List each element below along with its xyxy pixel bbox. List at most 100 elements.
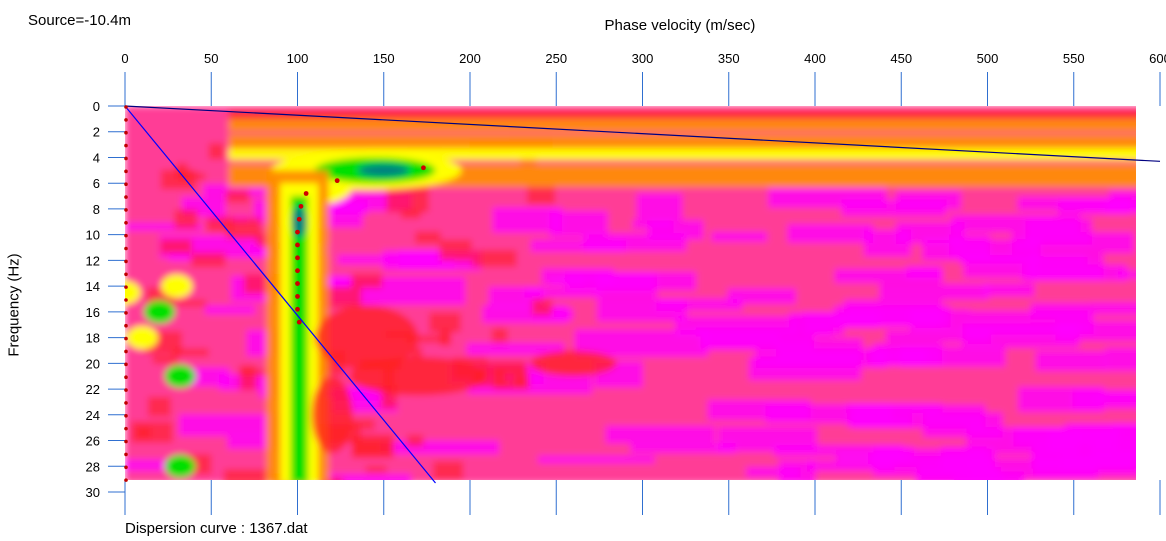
dispersion-point [295, 294, 300, 299]
left-edge-point [124, 401, 128, 405]
heatmap-cell [1145, 245, 1166, 262]
dispersion-point [295, 268, 300, 274]
heatmap-cell [415, 231, 441, 244]
heatmap-cell [178, 413, 286, 437]
heatmap-cell [239, 365, 257, 391]
dispersion-point [296, 319, 302, 325]
heatmap-cell [1145, 310, 1166, 334]
heatmap-cell [711, 231, 768, 242]
heatmap-spot [164, 454, 196, 478]
heatmap-cell [126, 222, 202, 231]
heatmap-cell [895, 221, 965, 245]
heatmap-cell [482, 305, 569, 324]
heatmap-spot [126, 326, 158, 350]
y-tick-label: 6 [93, 176, 100, 191]
heatmap-cell [895, 191, 962, 210]
heatmap-cell [532, 299, 552, 316]
heatmap-cell [475, 370, 506, 382]
x-tick-label: 250 [545, 51, 567, 66]
heatmap-spot [143, 300, 176, 324]
heatmap-cell [470, 380, 509, 387]
heatmap-cell [386, 186, 429, 213]
heatmap-cell [526, 185, 556, 205]
heatmap-cell [160, 169, 197, 190]
x-tick-label: 500 [977, 51, 999, 66]
left-edge-point [124, 478, 128, 482]
heatmap-cell [879, 283, 989, 301]
heatmap-cell [226, 217, 262, 239]
dispersion-point [421, 165, 426, 171]
heatmap-cell [774, 444, 904, 457]
heatmap-cell [701, 335, 815, 351]
heatmap-cell [788, 312, 880, 329]
left-edge-point [124, 156, 128, 161]
heatmap-cell [524, 287, 601, 298]
heatmap-cell [226, 189, 250, 203]
x-tick-label: 450 [890, 51, 912, 66]
left-edge-point [124, 221, 128, 225]
reference-line-group [124, 105, 1161, 484]
dispersion-point [298, 203, 304, 209]
heatmap-cell [318, 473, 412, 480]
heatmap-cell [492, 206, 563, 233]
left-edge-point [124, 298, 128, 302]
left-edge-point [124, 246, 128, 251]
heatmap-cell [596, 272, 658, 299]
y-tick-label: 4 [93, 150, 100, 165]
y-tick-label: 26 [86, 434, 100, 449]
x-axis-title: Phase velocity (m/sec) [604, 17, 756, 34]
heatmap-cell [519, 157, 537, 165]
heatmap-blob [311, 376, 353, 454]
left-edge-point [124, 169, 128, 174]
x-tick-label: 100 [287, 51, 309, 66]
heatmap-cell [863, 229, 912, 257]
x-tick-label: 300 [632, 51, 654, 66]
heatmap-cell [950, 214, 1081, 233]
heatmap-cell [748, 356, 862, 381]
heatmap-cell [365, 465, 387, 473]
heatmap-blob [314, 305, 419, 370]
heatmap-cell [1017, 196, 1132, 211]
heatmap-cell [208, 143, 225, 160]
left-edge-point [124, 182, 128, 186]
heatmap-cell [962, 323, 1080, 348]
heatmap-cell [727, 288, 797, 305]
heatmap-cell [429, 312, 461, 333]
heatmap-cell [491, 328, 508, 343]
left-edge-point-group [124, 105, 128, 482]
x-tick-label: 600 [1149, 51, 1166, 66]
x-tick-label: 150 [373, 51, 395, 66]
left-edge-point [124, 208, 128, 212]
heatmap-cell [1017, 386, 1105, 413]
left-edge-point [124, 439, 128, 444]
dispersion-point [295, 229, 300, 235]
y-tick-label: 12 [86, 253, 100, 268]
x-tick-label: 400 [804, 51, 826, 66]
reference-line [124, 105, 1161, 162]
heatmap-cell [178, 299, 207, 307]
heatmap-cell [174, 209, 198, 229]
dispersion-point-group [295, 165, 426, 325]
y-tick-label: 16 [86, 305, 100, 320]
dispersion-point [295, 242, 300, 248]
heatmap-cell [871, 455, 995, 467]
heatmap-cell [1105, 347, 1136, 372]
dispersion-point [295, 306, 300, 312]
heatmap-cell [1097, 393, 1136, 404]
left-edge-point [124, 195, 128, 199]
heatmap-cell [1013, 427, 1070, 447]
heatmap-band [228, 118, 1136, 132]
heatmap-cell [867, 347, 927, 366]
left-edge-point [124, 118, 128, 122]
heatmap-band [366, 148, 1136, 155]
heatmap-ridge [357, 163, 410, 177]
heatmap-band [228, 134, 1136, 152]
left-edge-point [124, 336, 128, 341]
heatmap-cell [152, 354, 179, 364]
heatmap-cell [632, 219, 674, 230]
y-tick-label: 20 [86, 356, 100, 371]
heatmap-cell [351, 434, 394, 459]
heatmap-cell [787, 223, 874, 243]
heatmap-cell [605, 425, 716, 444]
